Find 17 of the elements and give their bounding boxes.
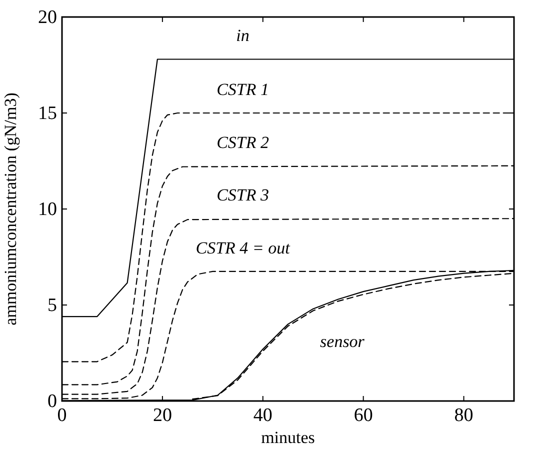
y-tick-label: 15 (38, 103, 57, 124)
annotation: sensor (320, 332, 365, 352)
y-tick-label: 20 (38, 7, 57, 28)
y-tick-label: 5 (48, 295, 57, 316)
series-label: CSTR 1 (216, 80, 270, 99)
y-axis-title: ammoniumconcentration (gN/m3) (1, 92, 20, 326)
x-tick-label: 80 (454, 405, 474, 426)
y-tick-label: 0 (48, 391, 57, 412)
x-tick-label: 60 (354, 405, 373, 426)
series-label: CSTR 3 (216, 186, 270, 205)
x-axis-title: minutes (261, 428, 315, 447)
x-tick-label: 20 (152, 405, 172, 426)
y-tick-label: 10 (38, 199, 57, 220)
x-tick-label: 40 (253, 405, 272, 426)
series-label: CSTR 4 = out (196, 238, 292, 258)
series-label: CSTR 2 (216, 132, 270, 152)
legend-label: in (236, 26, 250, 46)
